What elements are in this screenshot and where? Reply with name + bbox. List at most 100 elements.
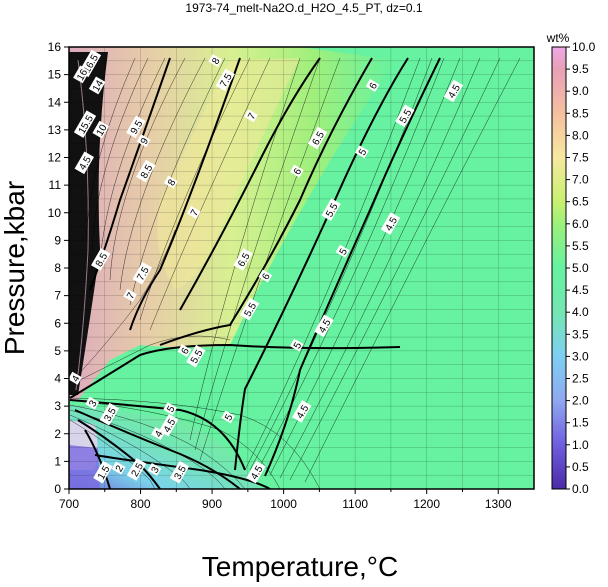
contour-label-bg (233, 248, 253, 271)
contour-label-text: 6 (180, 346, 193, 357)
contour-label-bg (151, 427, 165, 440)
colorbar-tick-label: 3.0 (572, 349, 589, 363)
contour-label-text: 5 (357, 147, 370, 158)
contour-label: 7 (244, 109, 259, 123)
y-tick-label: 7 (54, 289, 61, 303)
contour-label-text: 6 (260, 271, 273, 282)
y-tick-label: 9 (54, 233, 61, 247)
contour-label-bg (395, 104, 415, 128)
x-tick-label: 1200 (413, 497, 440, 511)
contour-label-text: 5 (223, 412, 236, 423)
y-tick-label: 5 (54, 344, 61, 358)
contour-label-text: 10 (95, 122, 110, 138)
contour-label: 8 (163, 175, 179, 189)
y-axis-title: Pressure,kbar (0, 181, 30, 355)
contour-label-bg (354, 145, 369, 159)
contour-label-bg (292, 400, 312, 423)
contour-label-bg (321, 198, 341, 222)
contour-label: 5 (289, 338, 305, 352)
contour-label-text: 2 (114, 463, 127, 474)
colorbar-tick-label: 8.5 (572, 106, 589, 120)
contour-label-bg (73, 110, 97, 138)
contour-label-bg (244, 109, 258, 123)
x-axis-ticks: 700 800 900 1000 1100 1200 1300 (59, 489, 512, 511)
contour-label-bg (335, 244, 350, 258)
y-tick-label: 3 (54, 399, 61, 413)
colorbar-tick-label: 10.0 (572, 40, 596, 54)
contour-label-bg (85, 396, 100, 410)
y-tick-label: 16 (48, 40, 62, 54)
colorbar-tick-label: 4.0 (572, 305, 589, 319)
colorbar-tick-label: 1.5 (572, 416, 589, 430)
contour-label-bg (163, 175, 178, 189)
contour-label-bg (111, 461, 126, 475)
y-tick-label: 14 (48, 95, 62, 109)
contour-label-text: 6 (368, 81, 381, 92)
contour-label-text: 5 (292, 340, 305, 351)
contour-label-bg (289, 164, 304, 178)
colorbar-tick-label: 2.0 (572, 394, 589, 408)
colorbar-tick-label: 7.5 (572, 151, 589, 165)
x-tick-label: 1100 (342, 497, 368, 511)
contour-label-bg (169, 460, 190, 484)
y-tick-label: 1 (54, 454, 61, 468)
y-tick-label: 6 (54, 316, 61, 330)
colorbar-tick-label: 0.0 (572, 482, 589, 496)
y-tick-label: 10 (48, 206, 62, 220)
contour-label: 3 (147, 462, 163, 476)
contour-label-bg (123, 288, 138, 302)
y-tick-label: 0 (54, 482, 61, 496)
contour-label-text: 6 (292, 166, 305, 177)
contour-label-text: 4 (153, 429, 166, 440)
contour-label-bg (136, 134, 151, 148)
colorbar-tick-label: 6.0 (572, 217, 589, 231)
contour-label-text: 4 (70, 373, 83, 384)
contour-label-bg (239, 297, 260, 321)
contour-label-text: 3 (87, 398, 100, 409)
contour-label-bg (307, 126, 328, 150)
contour-label-bg (289, 338, 304, 352)
contour-label-bg (258, 269, 273, 283)
contour-label-bg (74, 151, 95, 175)
contour-label-text: 16 (75, 67, 90, 83)
colorbar-tick-label: 2.5 (572, 372, 589, 386)
contour-label-bg (365, 78, 380, 92)
contour-label: 14 (88, 76, 106, 95)
contour-label-text: 3 (150, 465, 163, 476)
colorbar-tick-label: 5.0 (572, 261, 589, 275)
contour-label: 5 (354, 145, 370, 159)
contour-label-bg (91, 248, 111, 271)
contour-label-bg (88, 76, 106, 95)
colorbar-tick-label: 5.5 (572, 239, 589, 253)
contour-label: 5 (163, 402, 178, 416)
contour-label: 3 (85, 396, 100, 410)
contour-label-bg (163, 402, 178, 416)
colorbar-tick-label: 4.5 (572, 283, 589, 297)
contour-label-bg (126, 458, 147, 481)
contour-label-bg (132, 261, 152, 285)
chart-title: 1973-74_melt-Na2O.d_H2O_4.5_PT, dz=0.1 (185, 1, 422, 15)
contour-label: 6 (258, 269, 273, 283)
contour-label-bg (159, 413, 179, 437)
contour-label-text: 9 (139, 136, 152, 147)
y-tick-label: 11 (49, 178, 62, 192)
contour-label-bg (186, 344, 206, 368)
colorbar (551, 46, 567, 490)
contour-label-bg (126, 115, 146, 139)
x-axis-title: Temperature,°C (202, 551, 398, 582)
contour-label-bg (68, 371, 82, 385)
y-tick-label: 15 (48, 68, 62, 82)
x-tick-label: 800 (131, 497, 151, 511)
x-tick-label: 1300 (485, 497, 512, 511)
contour-label-bg (73, 65, 90, 84)
contour-label: 16 (73, 65, 91, 84)
upper-yellow-band (157, 58, 300, 290)
y-tick-label: 12 (48, 151, 62, 165)
contour-label-bg (177, 344, 192, 358)
contour-label: 7 (123, 288, 138, 302)
contour-label-bg (136, 159, 156, 183)
contour-label: 5 (335, 244, 350, 258)
colorbar-tick-label: 6.5 (572, 195, 589, 209)
